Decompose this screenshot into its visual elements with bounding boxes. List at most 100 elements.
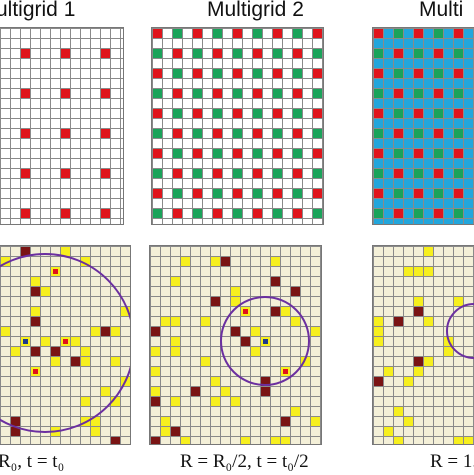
green-cell [173,189,182,198]
yellow-cell [81,257,90,266]
yellow-cell [374,327,383,336]
radius-circle [220,296,310,386]
grid-cell [454,129,463,138]
yellow-cell [211,397,220,406]
grid-cell [374,169,383,178]
grid-cell [394,189,403,198]
green-cell [153,49,162,58]
dark-red-cell [151,327,160,336]
grid-cell [414,89,423,98]
dark-red-cell [281,417,290,426]
yellow-cell [394,437,403,444]
yellow-cell [231,297,240,306]
red-cell [213,129,222,138]
red-cell [273,149,282,158]
yellow-cell [151,347,160,356]
red-cell [233,109,242,118]
grid-cell [454,29,463,38]
dark-red-cell [171,427,180,436]
grid-cell [414,189,423,198]
yellow-cell [211,257,220,266]
grid-cell [434,49,443,58]
red-cell [193,29,202,38]
dark-red-cell [261,387,270,396]
red-cell [233,149,242,158]
grid-cell [434,149,443,158]
yellow-cell [91,427,100,436]
dark-red-cell [291,287,300,296]
red-cell [313,69,322,78]
red-cell [61,89,70,98]
yellow-cell [424,267,433,276]
yellow-cell [454,437,463,444]
red-cell [153,29,162,38]
yellow-cell [171,397,180,406]
dark-red-cell [394,317,403,326]
grid-cell [374,189,383,198]
dark-red-cell [414,357,423,366]
grid-cell [374,29,383,38]
multigrid-1-title: ultigrid 1 [0,0,76,21]
red-cell [313,149,322,158]
green-cell [213,109,222,118]
yellow-cell [211,377,220,386]
grid-cell [394,149,403,158]
red-cell [101,209,110,218]
red-cell [193,69,202,78]
red-cell [21,209,30,218]
red-cell [193,189,202,198]
yellow-cell [404,377,413,386]
grid-cell [374,109,383,118]
simulation-grid-middle [149,245,322,445]
grid-cell [434,169,443,178]
yellow-cell [414,267,423,276]
green-cell [253,149,262,158]
red-cell [293,169,302,178]
yellow-cell [161,427,170,436]
yellow-cell [424,247,433,256]
red-cell [173,129,182,138]
grid-cell [454,189,463,198]
yellow-cell [201,317,210,326]
green-cell [313,129,322,138]
grid-cell [454,89,463,98]
yellow-cell [91,417,100,426]
red-cell [213,89,222,98]
green-cell [213,69,222,78]
green-cell [313,209,322,218]
red-cell [101,49,110,58]
grid-cell [414,29,423,38]
grid-cell [414,169,423,178]
yellow-cell [271,437,280,444]
red-cell [233,189,242,198]
green-cell [273,89,282,98]
red-cell [173,209,182,218]
grid-cell [394,209,403,218]
red-cell [213,169,222,178]
grid-cell [374,209,383,218]
red-cell [173,89,182,98]
green-cell [233,169,242,178]
yellow-cell [414,367,423,376]
red-cell [21,89,30,98]
yellow-cell [291,407,300,416]
red-cell [293,209,302,218]
red-cell [313,189,322,198]
radius-circle [0,253,130,433]
multigrid-3-grid [372,27,474,225]
green-cell [153,89,162,98]
yellow-cell [271,257,280,266]
yellow-cell [171,317,180,326]
red-cell [313,29,322,38]
red-cell [233,29,242,38]
green-cell [173,29,182,38]
grid-cell [414,129,423,138]
red-cell [101,89,110,98]
grid-cell [454,69,463,78]
dark-red-cell [374,377,383,386]
green-cell [293,69,302,78]
grid-cell [414,149,423,158]
simulation-grid-left [0,245,131,445]
green-cell [253,69,262,78]
red-cell [273,69,282,78]
